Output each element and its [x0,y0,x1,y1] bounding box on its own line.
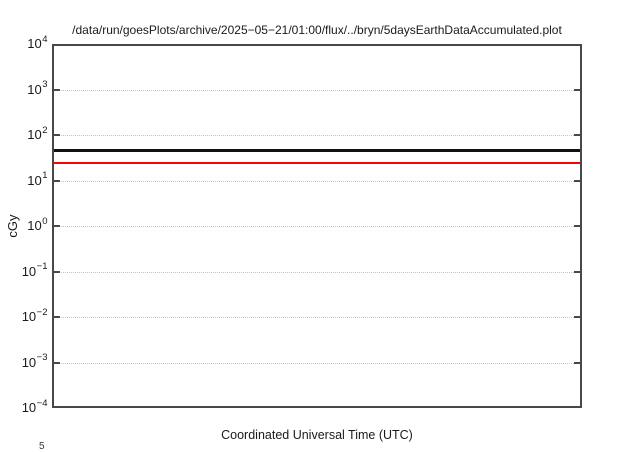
y-gridline [54,362,580,364]
series-red-line [54,161,580,165]
y-gridline [54,226,580,227]
y-tick-label: 102 [27,124,48,142]
x-axis-label: Coordinated Universal Time (UTC) [221,428,413,442]
y-tick-right [574,179,580,182]
y-tick-label: 10−2 [21,306,48,324]
y-gridline [54,89,580,91]
y-gridline [54,180,580,182]
y-tick-right [574,225,580,227]
y-tick-label: 104 [27,33,48,51]
y-tick-left [54,270,60,273]
y-tick-left [54,88,60,91]
y-tick-right [574,361,580,364]
y-tick-left [54,179,60,182]
y-tick-label: 101 [27,170,48,188]
y-tick-left [54,134,60,136]
y-tick-right [574,316,580,318]
y-tick-right [574,270,580,273]
y-tick-label: 103 [27,79,48,97]
series-black-line [54,148,580,152]
y-gridline [54,317,580,318]
y-tick-right [574,134,580,136]
y-tick-left [54,225,60,227]
y-gridline [54,271,580,273]
y-tick-label: 10−3 [21,352,48,370]
y-tick-label: 10−4 [21,397,48,415]
y-tick-left [54,316,60,318]
y-tick-label: 10−1 [21,261,48,279]
y-axis-label: cGy [4,214,20,238]
plot-title: /data/run/goesPlots/archive/2025−05−21/0… [72,23,562,37]
next-plot-partial-tick-label: 5 [39,441,45,452]
plot-area [52,44,582,408]
y-gridline [54,135,580,136]
y-tick-label: 100 [27,215,48,233]
y-tick-left [54,361,60,364]
y-tick-right [574,88,580,91]
